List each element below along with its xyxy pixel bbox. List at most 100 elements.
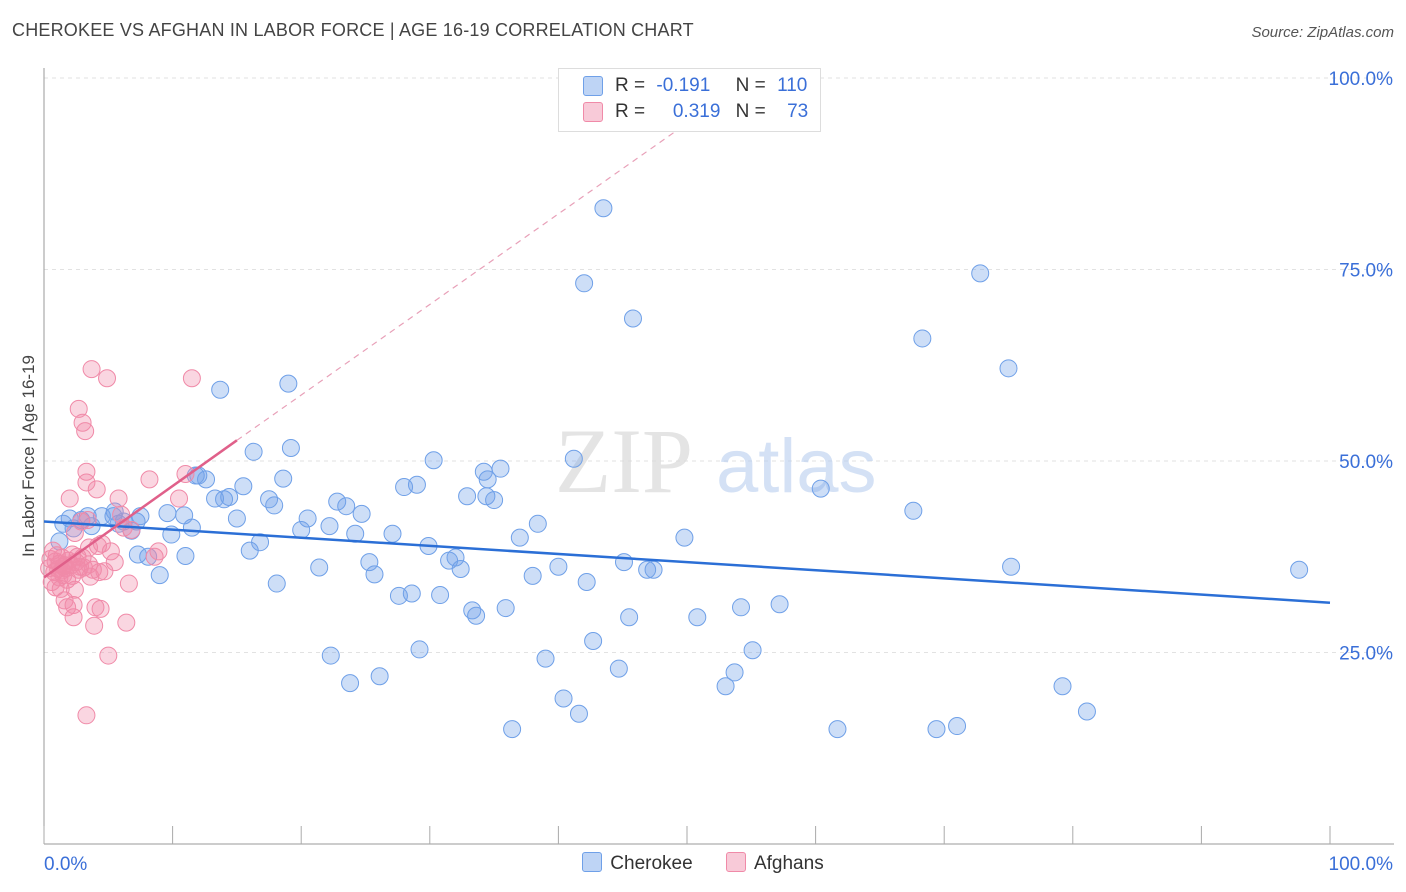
legend-item-afghans: Afghans [725, 852, 824, 875]
cherokee-point [743, 641, 762, 660]
cherokee-point [564, 449, 583, 468]
legend-swatch-cherokee [582, 852, 603, 872]
cherokee-point [424, 451, 443, 470]
cherokee-point [150, 566, 169, 585]
afghans-point [82, 360, 101, 379]
afghans-point [69, 399, 88, 418]
cherokee-point [50, 532, 69, 551]
legend-r-label: R = [615, 101, 646, 122]
cherokee-point [688, 608, 707, 627]
legend-row-afghans: R = 0.319 N = 73 [583, 101, 808, 125]
legend-r-value: -0.191 [656, 75, 711, 96]
legend-r-value: 0.319 [672, 101, 721, 122]
tick-labels: 25.0% 50.0% 75.0% 100.0% 0.0% 100.0% [44, 69, 1393, 875]
y-tick-label: 25.0% [1339, 644, 1393, 665]
cherokee-point [675, 528, 694, 547]
cherokee-point [716, 677, 735, 696]
cherokee-point [274, 469, 293, 488]
grid-lines [44, 77, 1394, 653]
cherokee-point [352, 504, 371, 523]
y-tick-label: 50.0% [1339, 452, 1393, 473]
cherokee-trend-line [43, 520, 1331, 604]
afghans-point [87, 480, 106, 499]
legend-n-value: 73 [787, 101, 809, 122]
cherokee-point [609, 659, 628, 678]
afghans-trend-line [43, 439, 238, 579]
cherokee-point [265, 496, 284, 515]
afghans-point [95, 562, 114, 581]
cherokee-point [904, 501, 923, 520]
cherokee-point [927, 720, 946, 739]
cherokee-point [410, 640, 429, 659]
axes [43, 68, 1394, 845]
afghans-point [85, 616, 104, 635]
cherokee-point [828, 720, 847, 739]
cherokee-point [638, 560, 657, 579]
cherokee-point [725, 663, 744, 682]
y-tick-label: 75.0% [1339, 261, 1393, 282]
cherokee-point [431, 586, 450, 605]
cherokee-point [402, 584, 421, 603]
cherokee-point [260, 490, 279, 509]
cherokee-point [549, 557, 568, 576]
cherokee-point [770, 595, 789, 614]
source-label: Source: ZipAtlas.com [1251, 24, 1394, 41]
cherokee-point [267, 574, 286, 593]
cherokee-point [614, 553, 633, 572]
afghans-series [40, 360, 201, 725]
afghans-point [77, 462, 96, 481]
cherokee-point [467, 606, 486, 625]
afghans-point [119, 574, 138, 593]
legend-n-label: N = [735, 101, 766, 122]
afghans-point [122, 520, 141, 539]
x-tick-label-min: 0.0% [44, 854, 87, 875]
afghans-point [105, 553, 124, 572]
cherokee-point [451, 560, 470, 579]
afghans-point [99, 646, 118, 665]
cherokee-point [407, 475, 426, 494]
trend-lines [43, 77, 1331, 604]
cherokee-point [503, 720, 522, 739]
axis-ticks [43, 826, 1331, 844]
cherokee-point [584, 632, 603, 651]
legend-label-afghans: Afghans [753, 853, 824, 874]
cherokee-point [328, 492, 347, 511]
cherokee-point [948, 717, 967, 736]
legend-swatch-cherokee [583, 75, 603, 96]
cherokee-point [383, 524, 402, 543]
cherokee-point [227, 509, 246, 528]
cherokee-point [279, 374, 298, 393]
cherokee-point [732, 598, 751, 617]
afghans-trend-extension [236, 77, 752, 441]
afghans-point [60, 489, 79, 508]
afghans-point [149, 542, 168, 561]
legend-swatch-afghans [725, 852, 746, 872]
cherokee-point [370, 667, 389, 686]
cherokee-point [485, 491, 504, 510]
cherokee-point [176, 546, 195, 565]
afghans-point [140, 470, 159, 489]
cherokee-point [999, 359, 1018, 378]
cherokee-point [244, 442, 263, 461]
legend-item-cherokee: Cherokee [582, 852, 693, 875]
legend-r-label: R = [615, 75, 646, 96]
cherokee-point [811, 479, 830, 498]
cherokee-point [1290, 560, 1309, 579]
afghans-point [176, 465, 195, 484]
cherokee-point [575, 274, 594, 293]
cherokee-point [158, 504, 177, 523]
cherokee-point [337, 497, 356, 516]
cherokee-point [971, 264, 990, 283]
afghans-point [90, 563, 109, 582]
legend-n-label: N = [735, 75, 766, 96]
cherokee-point [1002, 557, 1021, 576]
afghans-point [101, 542, 120, 561]
cherokee-point [139, 547, 158, 566]
afghans-point [81, 567, 100, 586]
cherokee-point [644, 560, 663, 579]
cherokee-point [620, 608, 639, 627]
cherokee-point [341, 674, 360, 693]
cherokee-point [1077, 702, 1096, 721]
cherokee-point [458, 487, 477, 506]
afghans-point [78, 510, 97, 529]
